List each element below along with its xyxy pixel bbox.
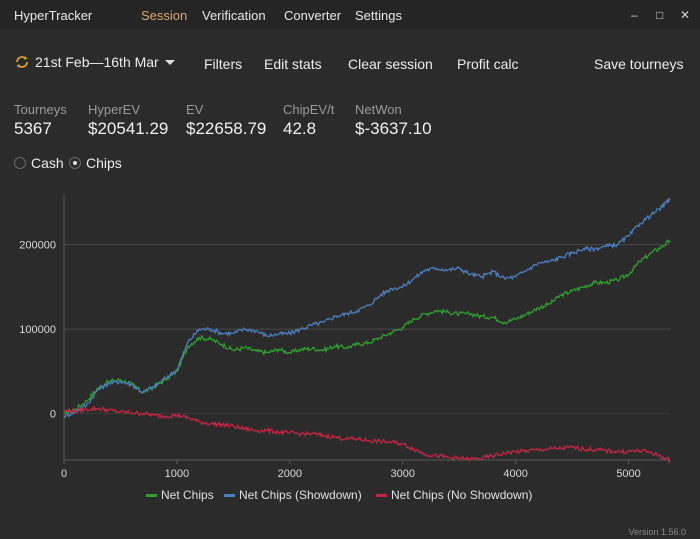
y-tick-label: 100000 bbox=[19, 324, 56, 336]
stat-label: NetWon bbox=[355, 102, 402, 117]
version-label: Version 1.56.0 bbox=[628, 527, 686, 537]
nav-converter[interactable]: Converter bbox=[284, 8, 342, 23]
x-tick-label: 0 bbox=[61, 468, 67, 480]
legend-swatch bbox=[224, 494, 235, 497]
stat-hyperev: HyperEV $20541.29 bbox=[88, 102, 168, 139]
profit-calc-button[interactable]: Profit calc bbox=[457, 56, 519, 72]
edit-stats-button[interactable]: Edit stats bbox=[264, 56, 322, 72]
x-tick-label: 2000 bbox=[278, 468, 302, 480]
filters-button[interactable]: Filters bbox=[204, 56, 243, 72]
stat-netwon: NetWon $-3637.10 bbox=[355, 102, 432, 139]
series-line-2 bbox=[63, 197, 671, 419]
title-bar: HyperTracker Session Verification Conver… bbox=[0, 0, 700, 30]
stat-value: $20541.29 bbox=[88, 119, 169, 138]
minimize-icon[interactable]: – bbox=[631, 8, 638, 22]
x-tick-label: 1000 bbox=[165, 468, 189, 480]
chips-radio[interactable]: Chips bbox=[69, 155, 122, 171]
cash-radio-label: Cash bbox=[31, 155, 64, 171]
stat-value: $22658.79 bbox=[186, 119, 267, 138]
legend-swatch bbox=[376, 494, 387, 497]
stat-value: 42.8 bbox=[283, 119, 317, 138]
close-icon[interactable]: ✕ bbox=[680, 8, 691, 22]
nav-verification[interactable]: Verification bbox=[202, 8, 266, 23]
y-tick-label: 200000 bbox=[19, 240, 56, 252]
legend-label: Net Chips bbox=[161, 488, 214, 502]
stat-ev: EV $22658.79 bbox=[186, 102, 266, 139]
radio-circle-icon bbox=[14, 157, 26, 169]
chevron-down-icon bbox=[164, 59, 175, 65]
stat-tourneys: Tourneys 5367 bbox=[14, 102, 67, 139]
x-tick-label: 5000 bbox=[616, 468, 640, 480]
chips-radio-label: Chips bbox=[86, 155, 122, 171]
clear-session-button[interactable]: Clear session bbox=[348, 56, 433, 72]
nav-session[interactable]: Session bbox=[141, 8, 188, 23]
refresh-icon bbox=[16, 56, 28, 68]
stat-value: 5367 bbox=[14, 119, 52, 138]
stat-chipev: ChipEV/t 42.8 bbox=[283, 102, 334, 139]
stat-label: EV bbox=[186, 102, 204, 117]
y-tick-label: 0 bbox=[50, 409, 56, 421]
x-tick-label: 4000 bbox=[503, 468, 527, 480]
cash-radio[interactable]: Cash bbox=[14, 155, 64, 171]
series-line-3 bbox=[63, 405, 671, 465]
legend-label: Net Chips (No Showdown) bbox=[391, 488, 532, 502]
app-title: HyperTracker bbox=[14, 8, 93, 23]
save-tourneys-button[interactable]: Save tourneys bbox=[594, 56, 684, 72]
stat-value: $-3637.10 bbox=[355, 119, 432, 138]
date-range-dropdown[interactable]: 21st Feb—16th Mar bbox=[14, 54, 175, 70]
legend-label: Net Chips (Showdown) bbox=[239, 488, 362, 502]
maximize-icon[interactable]: □ bbox=[656, 8, 664, 22]
chips-chart: 0 100000 200000 0 1000 2000 3000 4000 5000 Net Ch… bbox=[19, 194, 671, 502]
legend-swatch bbox=[146, 494, 157, 497]
stat-label: HyperEV bbox=[88, 102, 141, 117]
x-tick-label: 3000 bbox=[390, 468, 414, 480]
stat-label: ChipEV/t bbox=[283, 102, 335, 117]
nav-settings[interactable]: Settings bbox=[355, 8, 402, 23]
stat-label: Tourneys bbox=[14, 102, 67, 117]
series-line-1 bbox=[63, 239, 671, 416]
date-range-label: 21st Feb—16th Mar bbox=[35, 54, 159, 70]
radio-selected-icon bbox=[69, 157, 81, 169]
